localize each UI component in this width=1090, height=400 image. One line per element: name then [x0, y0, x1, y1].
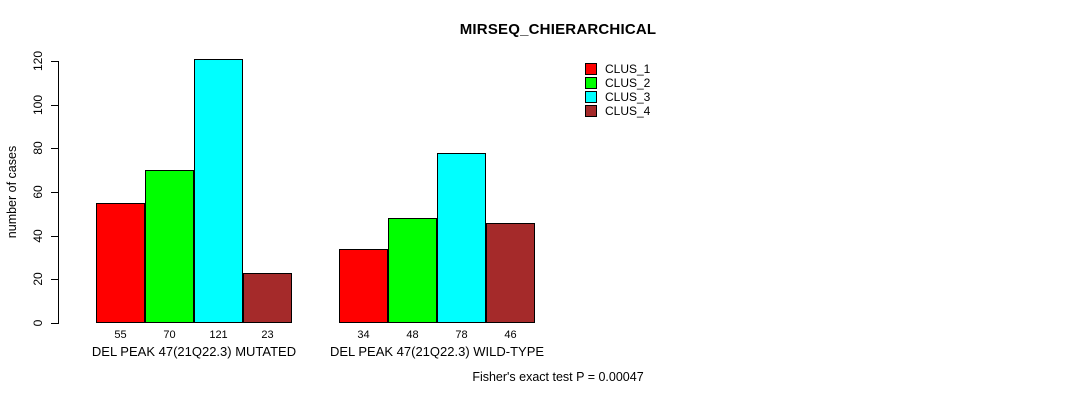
y-tick-label: 0	[31, 319, 45, 327]
y-axis-label: number of cases	[5, 145, 19, 239]
y-tick-label: 60	[31, 185, 45, 199]
legend-swatch-icon	[585, 63, 597, 75]
bar-value-label: 23	[261, 329, 274, 341]
y-tick-mark	[51, 61, 58, 62]
bar-clus_2	[388, 218, 437, 323]
y-tick-mark	[51, 192, 58, 193]
bar-clus_1	[339, 249, 388, 323]
bar-clus_3	[437, 153, 486, 323]
bar-clus_4	[486, 223, 535, 323]
chart-title: MIRSEQ_CHIERARCHICAL	[459, 21, 657, 38]
bar-clus_2	[145, 170, 194, 323]
bar-value-label: 46	[504, 329, 517, 341]
legend-label: CLUS_3	[605, 90, 651, 104]
bar-value-label: 70	[163, 329, 176, 341]
y-tick-label: 40	[31, 228, 45, 243]
y-tick-mark	[51, 104, 58, 106]
y-tick-label: 20	[31, 272, 45, 287]
y-tick-label: 100	[31, 94, 45, 115]
legend-swatch-icon	[585, 105, 597, 117]
legend-row-clus_1: CLUS_1	[585, 62, 650, 76]
legend-label: CLUS_1	[605, 62, 651, 76]
bar-value-label: 34	[357, 329, 370, 341]
legend-row-clus_4: CLUS_4	[585, 104, 650, 118]
legend: CLUS_1 CLUS_2 CLUS_3 CLUS_4	[585, 62, 650, 118]
y-tick-mark	[51, 279, 58, 281]
y-tick-label: 120	[31, 50, 45, 72]
y-tick-mark	[51, 235, 58, 237]
bar-value-label: 121	[209, 329, 228, 341]
legend-swatch-icon	[585, 77, 597, 89]
y-tick-mark	[51, 148, 58, 150]
y-tick-mark	[51, 323, 58, 324]
bar-value-label: 78	[455, 329, 468, 341]
group-label: DEL PEAK 47(21Q22.3) MUTATED	[91, 344, 297, 359]
legend-label: CLUS_2	[605, 76, 651, 90]
bar-clus_3	[194, 59, 243, 323]
y-tick-label: 80	[31, 141, 45, 156]
bar-value-label: 55	[114, 329, 127, 341]
legend-row-clus_3: CLUS_3	[585, 90, 650, 104]
bar-clus_4	[243, 273, 292, 323]
legend-label: CLUS_4	[605, 104, 651, 118]
annotation-text: Fisher's exact test P = 0.00047	[472, 370, 644, 384]
bar-value-label: 48	[406, 329, 419, 341]
y-axis-line	[58, 61, 59, 324]
bar-clus_1	[96, 203, 145, 323]
legend-row-clus_2: CLUS_2	[585, 76, 650, 90]
legend-swatch-icon	[585, 91, 597, 103]
group-label: DEL PEAK 47(21Q22.3) WILD-TYPE	[329, 344, 545, 359]
